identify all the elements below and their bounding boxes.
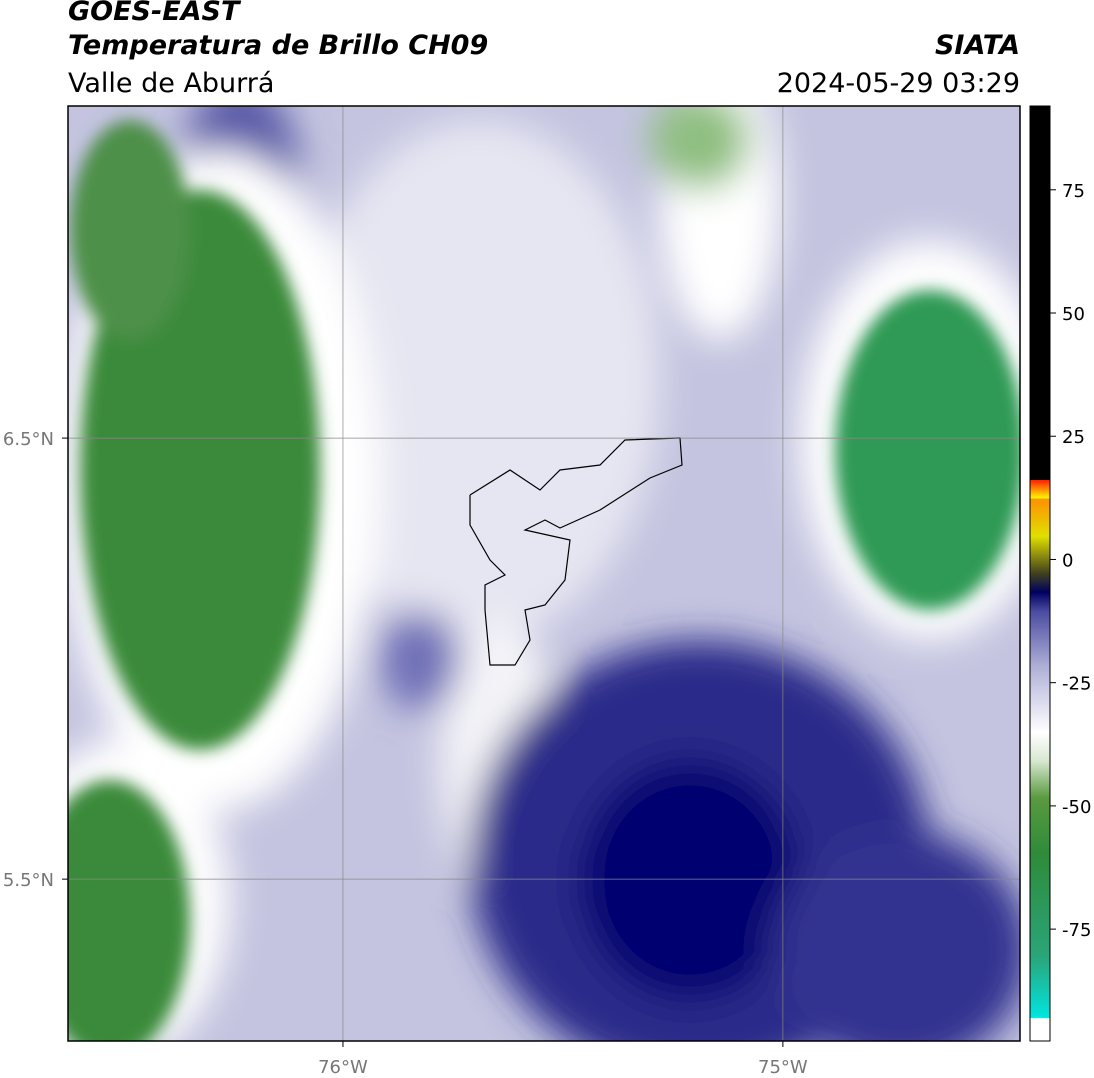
watershed-outline (469, 437, 683, 666)
colorbar-tick-label: -25 (1062, 674, 1091, 695)
colorbar-tick-label: -75 (1062, 920, 1091, 941)
y-tick-label: 5.5°N (3, 870, 54, 891)
colorbar-tick-label: 0 (1062, 550, 1073, 571)
colorbar-tick-label: 50 (1062, 304, 1085, 325)
satellite-image (68, 106, 1020, 1041)
subtitle: Temperatura de Brillo CH09 (68, 30, 488, 61)
region: Valle de Aburrá (68, 68, 274, 99)
colorbar-tick-label: 75 (1062, 181, 1085, 202)
colorbar (1029, 105, 1051, 1042)
datetime: 2024-05-29 03:29 (777, 68, 1020, 99)
y-tick-label: 6.5°N (3, 429, 54, 450)
colorbar-tick-label: 25 (1062, 427, 1085, 448)
title: GOES-EAST (68, 0, 242, 27)
source: SIATA (935, 30, 1020, 61)
map-frame (67, 105, 1021, 1042)
colorbar-tick-label: -50 (1062, 797, 1091, 818)
x-tick-label: 76°W (318, 1057, 368, 1078)
x-tick-label: 75°W (758, 1057, 808, 1078)
